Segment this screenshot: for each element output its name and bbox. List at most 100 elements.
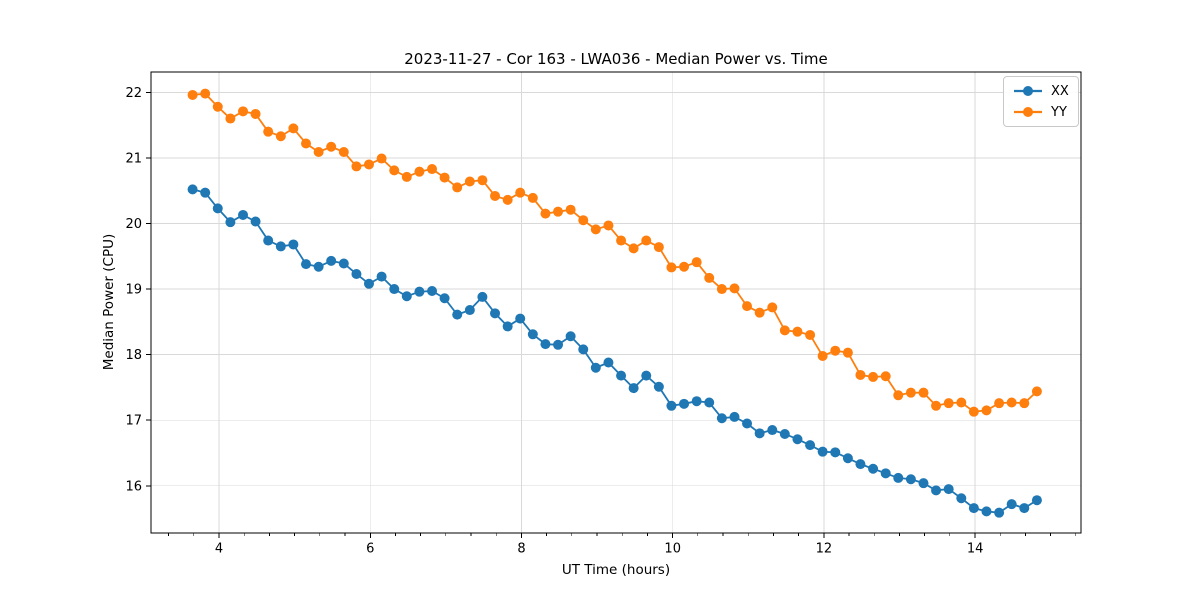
x-tick-label: 10 (664, 542, 681, 557)
series-marker-yy (1031, 386, 1042, 397)
series-marker-yy (767, 302, 778, 313)
series-marker-yy (855, 369, 866, 380)
series-marker-yy (590, 224, 601, 235)
series-marker-yy (326, 141, 337, 152)
series-marker-yy (956, 397, 967, 408)
series-marker-xx (653, 381, 664, 392)
series-marker-yy (817, 350, 828, 361)
series-marker-xx (880, 468, 891, 479)
series-marker-xx (754, 428, 765, 439)
legend-item-yy: YY (1013, 103, 1069, 121)
series-marker-yy (439, 172, 450, 183)
series-marker-yy (301, 138, 311, 149)
x-tick-label: 4 (215, 542, 223, 557)
series-marker-yy (540, 208, 551, 219)
series-marker-yy (1019, 398, 1030, 409)
series-marker-xx (805, 440, 816, 451)
series-marker-xx (956, 493, 967, 504)
series-marker-yy (603, 220, 614, 231)
series-marker-xx (893, 472, 904, 483)
series-marker-xx (943, 484, 954, 495)
series-marker-xx (540, 339, 551, 350)
x-tick-label: 12 (816, 542, 833, 557)
series-marker-xx (704, 397, 715, 408)
series-marker-yy (414, 166, 425, 177)
legend: XX YY (1003, 76, 1079, 127)
series-marker-xx (1006, 499, 1017, 510)
series-line-yy (192, 92, 1038, 413)
series-marker-yy (981, 405, 992, 416)
series-marker-yy (313, 147, 324, 158)
series-marker-yy (931, 400, 942, 411)
series-marker-yy (527, 192, 538, 203)
series-marker-xx (238, 209, 249, 220)
series-marker-xx (729, 411, 740, 422)
series-marker-xx (931, 485, 942, 496)
series-marker-yy (842, 347, 853, 358)
series-marker-yy (288, 123, 299, 134)
series-marker-xx (868, 463, 879, 474)
series-marker-yy (490, 190, 501, 201)
series-marker-xx (439, 293, 450, 304)
series-marker-yy (641, 235, 652, 246)
y-tick-label: 17 (125, 414, 142, 429)
series-marker-xx (716, 413, 727, 424)
y-tick-label: 16 (125, 479, 142, 494)
axes-spines (150, 71, 1082, 534)
legend-label: YY (1051, 104, 1067, 120)
series-marker-yy (943, 398, 954, 409)
series-marker-yy (502, 194, 513, 205)
series-marker-xx (994, 507, 1005, 518)
y-tick-label: 19 (125, 283, 142, 298)
x-tick-label: 6 (366, 542, 374, 557)
series-marker-yy (653, 242, 664, 253)
series-marker-xx (376, 271, 387, 282)
series-marker-yy (742, 301, 753, 312)
series-line-xx (192, 188, 1038, 514)
series-marker-yy (628, 243, 639, 254)
series-marker-yy (389, 165, 400, 176)
series-marker-yy (553, 206, 564, 217)
legend-label: XX (1051, 83, 1069, 99)
series-marker-xx (414, 286, 425, 297)
series-marker-yy (515, 187, 526, 198)
series-marker-xx (250, 216, 261, 227)
legend-swatch-xx (1014, 86, 1042, 96)
series-marker-xx (679, 398, 690, 409)
series-marker-yy (754, 307, 765, 318)
series-marker-yy (464, 176, 475, 187)
series-marker-yy (578, 215, 589, 226)
series-marker-yy (565, 204, 576, 215)
series-marker-yy (452, 182, 463, 193)
series-marker-xx (490, 308, 501, 319)
series-marker-yy (616, 235, 627, 246)
y-tick-label: 22 (125, 86, 142, 101)
series-marker-yy (868, 371, 879, 382)
series-marker-xx (389, 284, 400, 295)
y-axis-label: Median Power (CPU) (101, 233, 117, 371)
series-marker-xx (578, 344, 589, 355)
series-marker-yy (401, 171, 412, 182)
series-marker-xx (301, 259, 311, 270)
series-marker-xx (452, 309, 463, 320)
series-marker-yy (994, 398, 1005, 409)
series-marker-yy (918, 387, 929, 398)
series-marker-yy (338, 147, 349, 158)
series-marker-yy (905, 387, 916, 398)
legend-item-xx: XX (1013, 82, 1069, 100)
series-marker-xx (666, 400, 677, 411)
series-marker-xx (905, 474, 916, 485)
series-marker-xx (553, 339, 564, 350)
series-marker-xx (263, 235, 274, 246)
series-marker-xx (338, 258, 349, 269)
y-tick-label: 21 (125, 151, 142, 166)
series-marker-xx (641, 370, 652, 381)
series-marker-xx (363, 278, 374, 289)
series-marker-yy (477, 175, 488, 186)
series-marker-yy (427, 164, 438, 175)
series-marker-yy (691, 257, 702, 268)
series-marker-xx (351, 268, 362, 279)
series-marker-xx (855, 459, 866, 470)
